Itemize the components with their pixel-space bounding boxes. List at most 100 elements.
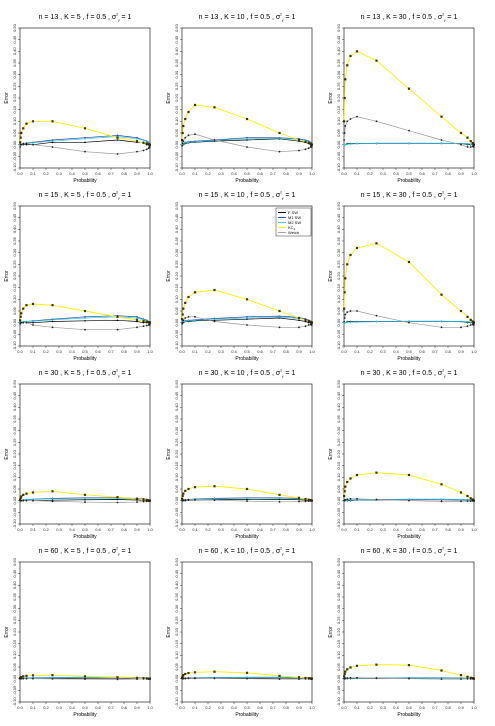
x-tick-label: 0.2: [205, 349, 211, 354]
legend-entry: KC1: [288, 225, 296, 231]
series-point: [184, 317, 187, 319]
x-tick-label: 0.0: [341, 171, 347, 176]
x-tick-label: 0.7: [270, 171, 276, 176]
series-point: [84, 316, 86, 318]
x-tick-label: 0.6: [257, 171, 263, 176]
legend-entry-name: M2 SW: [288, 220, 301, 225]
y-tick-label: 0.20: [336, 627, 341, 636]
series-point: [408, 129, 410, 132]
series-point: [187, 320, 190, 322]
series-point: [182, 307, 185, 310]
y-tick-label: 0.35: [174, 414, 179, 423]
x-tick-label: 0.4: [69, 349, 75, 354]
series-point: [343, 96, 346, 100]
series-point: [440, 500, 443, 503]
series-point: [142, 141, 145, 144]
series-point: [346, 263, 349, 266]
y-tick-label: 0.15: [336, 639, 341, 648]
series-point: [407, 664, 411, 667]
x-tick-label: 0.0: [179, 527, 185, 532]
series-point: [344, 498, 347, 501]
y-tick-label: 0.20: [174, 93, 179, 102]
panel-title-rest: = 1: [283, 14, 295, 21]
series-point: [245, 487, 249, 491]
series-point: [343, 291, 346, 294]
x-tick-label: 0.5: [82, 349, 88, 354]
series-point: [349, 499, 352, 502]
y-tick-label: 0.40: [12, 47, 17, 56]
x-axis-label: Probability: [397, 356, 421, 362]
panel-title: n = 13 , K = 30 , f = 0.5 , σ²ᵧ = 1: [361, 13, 458, 24]
y-tick-label: 0.35: [12, 592, 17, 601]
series-point: [278, 326, 281, 329]
series-point: [184, 117, 187, 121]
series-point: [84, 138, 86, 140]
y-tick-label: 0.35: [336, 236, 341, 245]
series-point: [213, 106, 216, 109]
y-tick-label: 0.50: [336, 557, 341, 566]
series-point: [25, 304, 28, 307]
panel-30-30: n = 30 , K = 30 , f = 0.5 , σ²ᵧ = 1 -0.10…: [328, 369, 478, 541]
series-point: [343, 317, 346, 319]
y-tick-label: 0.10: [336, 117, 341, 126]
series-point: [83, 493, 87, 496]
x-tick-label: 0.5: [82, 527, 88, 532]
series-line: [181, 133, 313, 153]
x-tick-label: 0.6: [95, 349, 101, 354]
y-tick-label: -0.10: [336, 341, 341, 351]
series-point: [246, 677, 248, 680]
y-tick-label: 0.35: [174, 592, 179, 601]
series-line: [343, 472, 475, 502]
x-tick-label: 0.0: [341, 349, 347, 354]
y-tick-label: 0.10: [174, 651, 179, 660]
panel-title-rest: = 1: [445, 14, 457, 21]
series-point: [145, 324, 148, 327]
y-tick-label: 0.20: [12, 93, 17, 102]
series-point: [136, 136, 138, 139]
series-point: [278, 497, 281, 500]
y-tick-label: 0.45: [174, 213, 179, 222]
panel-title-main: n = 60 , K = 5 , f = 0.5 , σ: [39, 548, 117, 555]
x-tick-label: 0.9: [296, 705, 302, 710]
series-line: [343, 310, 475, 328]
series-point: [344, 485, 347, 488]
y-tick-label: -0.10: [12, 341, 17, 351]
x-tick-label: 0.4: [69, 171, 75, 176]
panel-title-rest: = 1: [445, 548, 457, 555]
y-tick-label: 0.45: [174, 391, 179, 400]
panel-title: n = 30 , K = 5 , f = 0.5 , σ²ᵧ = 1: [39, 369, 132, 380]
series-point: [145, 320, 148, 323]
series-point: [310, 321, 313, 324]
x-tick-label: 0.1: [192, 527, 198, 532]
series-point: [136, 138, 138, 140]
series-point: [472, 677, 475, 680]
panel-title-sup: ²: [442, 191, 444, 197]
series-point: [194, 498, 196, 501]
x-tick-label: 0.2: [367, 171, 373, 176]
series-point: [343, 672, 346, 676]
series-point: [213, 320, 216, 323]
series-point: [375, 242, 378, 245]
series-point: [142, 678, 145, 680]
series-point: [22, 493, 25, 496]
y-tick-label: 0.25: [174, 82, 179, 91]
y-tick-label: 0.45: [12, 213, 17, 222]
y-tick-label: 0.10: [12, 651, 17, 660]
series-point: [304, 148, 307, 151]
series-point: [136, 150, 138, 153]
x-tick-label: 1.0: [147, 527, 153, 532]
series-point: [136, 501, 138, 503]
y-tick-label: -0.05: [12, 685, 17, 695]
series-point: [356, 115, 358, 118]
panel-title-rest: = 1: [283, 548, 295, 555]
series-point: [466, 321, 469, 323]
x-tick-label: 0.9: [458, 171, 464, 176]
x-tick-label: 1.0: [147, 171, 153, 176]
y-axis-label: Error: [166, 92, 172, 103]
series-point: [32, 320, 34, 323]
series-point: [307, 141, 310, 144]
series-point: [83, 675, 87, 678]
series-point: [116, 328, 119, 331]
x-axis-label: Probability: [235, 712, 259, 718]
